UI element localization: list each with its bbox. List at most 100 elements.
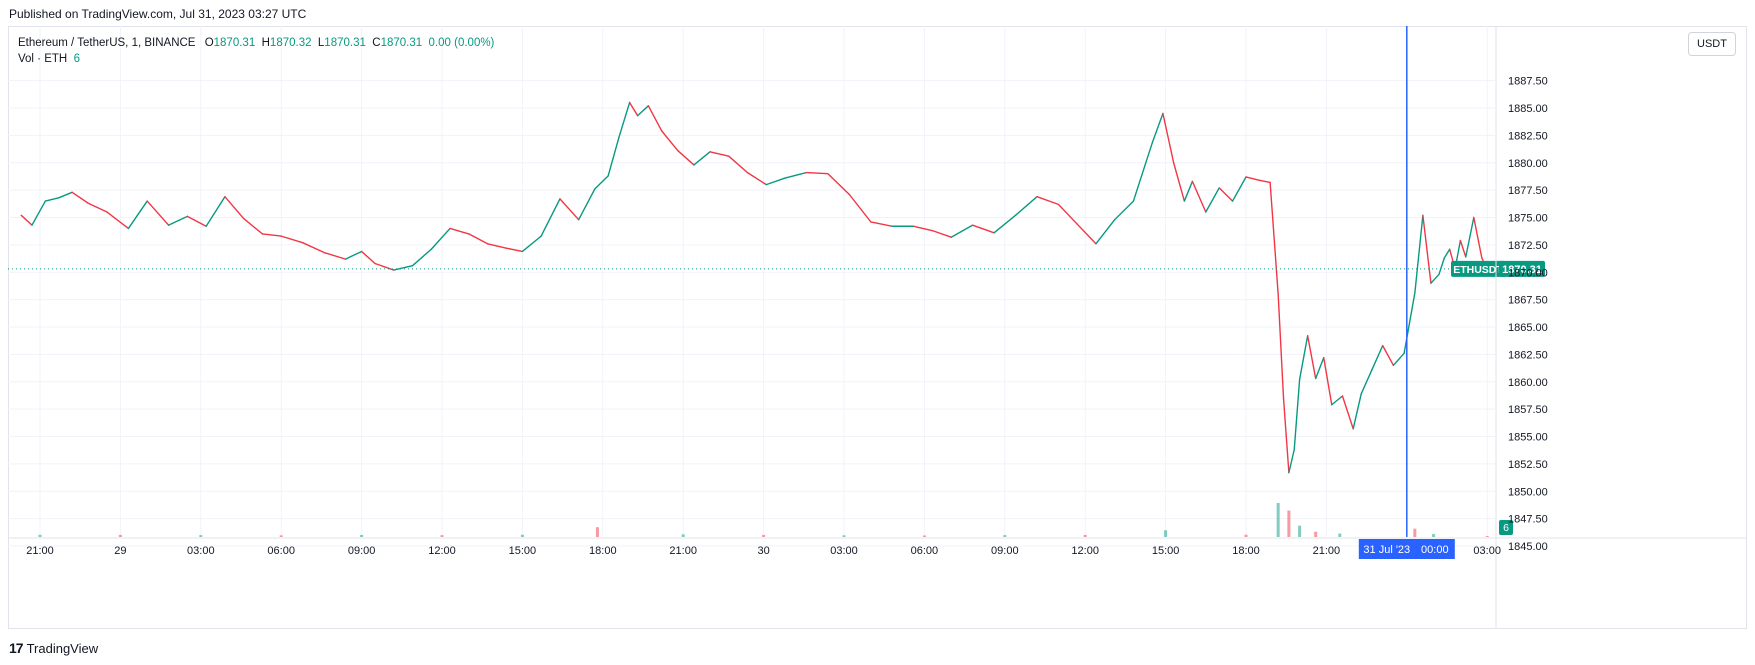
price-segment — [848, 193, 872, 223]
cursor-time-badge — [1358, 539, 1455, 559]
symbol-description[interactable]: Ethereum / TetherUS, 1, BINANCE — [18, 37, 196, 49]
price-segment — [594, 175, 609, 190]
footer-brand: TradingView — [26, 640, 99, 656]
volume-bar — [199, 535, 203, 537]
price-segment — [827, 172, 851, 196]
price-segment — [746, 171, 767, 186]
price-segment — [1218, 187, 1234, 202]
price-tick-label: 1875.00 — [1508, 213, 1548, 225]
volume-bar — [922, 535, 926, 537]
price-segment — [87, 202, 108, 213]
price-segment — [805, 171, 829, 175]
volume-label[interactable]: Vol · ETH — [18, 53, 68, 65]
price-segment — [1231, 176, 1247, 202]
price-segment — [636, 105, 650, 117]
price-segment — [1403, 292, 1416, 354]
price-segment — [1352, 393, 1362, 430]
time-tick-label: 03:00 — [830, 545, 858, 557]
currency-button[interactable]: USDT — [1688, 32, 1736, 56]
price-tick-label: 1860.00 — [1508, 377, 1548, 389]
price-tick-label: 1847.50 — [1508, 514, 1548, 526]
price-tick-label: 1867.50 — [1508, 295, 1548, 307]
price-segment — [1341, 395, 1354, 430]
low-value: 1870.31 — [324, 37, 366, 49]
time-tick-label: 12:00 — [1071, 545, 1099, 557]
price-segment — [1076, 223, 1097, 245]
time-tick-label: 21:00 — [669, 545, 697, 557]
price-segment — [1277, 293, 1285, 399]
legend-volume-row: Vol · ETH 6 — [18, 51, 494, 67]
volume-bar — [1338, 533, 1342, 537]
price-segment — [1323, 356, 1333, 406]
price-segment — [971, 224, 995, 234]
price-segment — [1293, 378, 1301, 451]
price-segment — [360, 250, 376, 265]
price-tick-label: 1852.50 — [1508, 459, 1548, 471]
time-axis[interactable]: 21:00 29 03:00 06:00 09:00 12:00 15:00 18:00 21:… — [8, 537, 1747, 557]
price-segment — [58, 191, 73, 199]
price-tick-label: 1855.00 — [1508, 432, 1548, 444]
price-tick-label: 1887.50 — [1508, 76, 1548, 88]
time-tick-label: 09:00 — [991, 545, 1019, 557]
price-tick-label: 1862.50 — [1508, 349, 1548, 361]
price-segment — [931, 229, 952, 238]
price-segment — [1282, 397, 1290, 474]
time-tick-label: 18:00 — [1232, 545, 1260, 557]
price-segment — [1288, 448, 1295, 474]
volume-bar — [681, 534, 685, 537]
time-tick-label: 06:00 — [911, 545, 939, 557]
volume-bar — [38, 534, 42, 537]
price-segment — [1183, 180, 1194, 202]
price-segment — [71, 191, 89, 204]
price-series — [20, 101, 1499, 474]
price-tick-label: 1877.50 — [1508, 185, 1548, 197]
price-segment — [1269, 181, 1279, 295]
volume-bar — [1413, 528, 1417, 537]
price-segment — [20, 214, 33, 226]
price-segment — [709, 151, 730, 157]
time-tick-label: 21:00 — [26, 545, 54, 557]
price-segment — [486, 243, 508, 249]
cursor-time-label: 00:00 — [1421, 544, 1449, 556]
price-segment — [1465, 216, 1475, 258]
price-segment — [1057, 203, 1078, 225]
price-axis[interactable]: 1887.50 1885.00 1882.50 1880.00 1877.50 1875.… — [1495, 26, 1548, 629]
price-segment — [167, 215, 189, 226]
volume-bar — [360, 534, 364, 537]
price-segment — [106, 211, 130, 230]
price-segment — [728, 155, 749, 174]
time-tick-label: 18:00 — [589, 545, 617, 557]
price-segment — [505, 247, 524, 253]
time-tick-label: 03:00 — [187, 545, 215, 557]
price-segment — [449, 227, 470, 235]
price-segment — [430, 227, 451, 250]
price-segment — [765, 177, 786, 186]
price-segment — [870, 221, 893, 227]
price-segment — [784, 171, 808, 179]
price-tick-label: 1845.00 — [1508, 541, 1548, 553]
price-tick-label: 1880.00 — [1508, 158, 1548, 170]
price-segment — [146, 200, 170, 226]
close-value: 1870.31 — [380, 37, 423, 49]
price-segment — [1371, 344, 1384, 371]
price-segment — [242, 217, 264, 235]
price-segment — [1438, 257, 1446, 276]
open-label: O — [204, 37, 214, 49]
price-segment — [661, 130, 679, 152]
price-tick-label: 1882.50 — [1508, 130, 1548, 142]
price-segment — [1381, 344, 1395, 367]
symbol-name-badge — [1451, 260, 1506, 277]
price-segment — [468, 233, 489, 245]
price-segment — [1191, 180, 1207, 213]
time-tick-label: 21:00 — [1313, 545, 1341, 557]
price-segment — [1014, 195, 1038, 217]
price-segment — [912, 225, 934, 232]
footer: 17 TradingView — [9, 640, 98, 656]
price-tick-label: 1857.50 — [1508, 404, 1548, 416]
price-segment — [205, 195, 226, 227]
price-segment — [374, 262, 395, 271]
volume-bar — [279, 535, 283, 537]
symbol-name-label: ETHUSDT — [1453, 264, 1503, 276]
price-segment — [693, 151, 711, 166]
